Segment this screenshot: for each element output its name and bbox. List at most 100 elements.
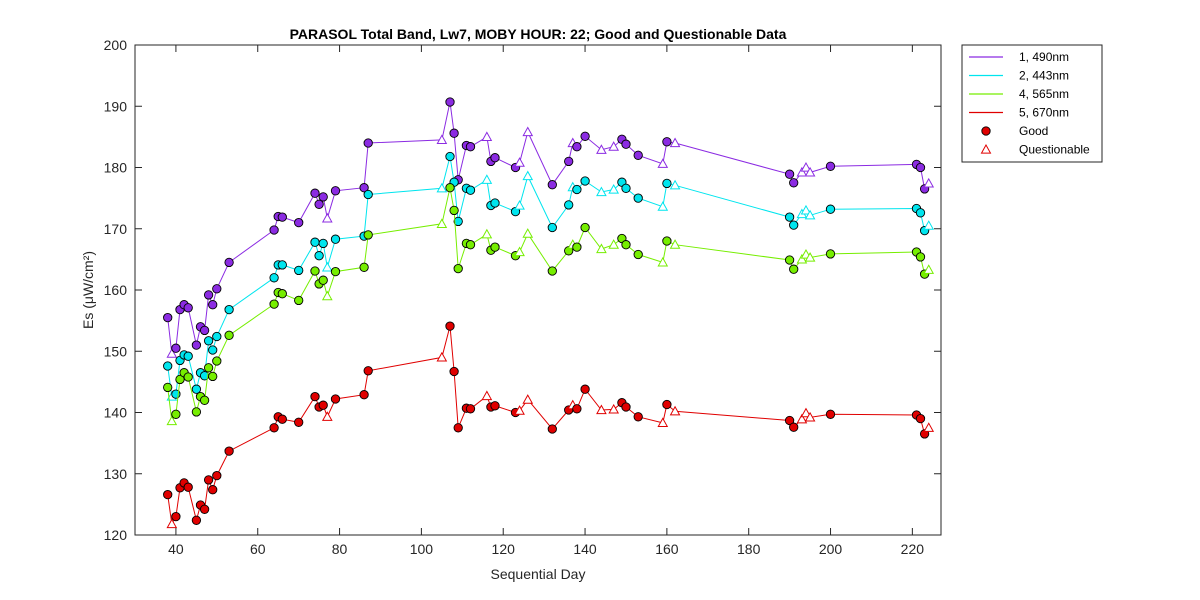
good-point	[449, 366, 459, 377]
good-point	[203, 336, 214, 346]
good-point	[445, 183, 455, 193]
good-point	[163, 361, 173, 371]
good-point	[318, 192, 328, 202]
questionable-point	[923, 422, 935, 432]
x-tick-label: 80	[332, 541, 348, 557]
questionable-point	[481, 390, 493, 401]
good-point	[183, 372, 193, 382]
legend[interactable]: 1, 490nm 2, 443nm 4, 565nm 5, 670nm Good Ques…	[961, 44, 1103, 163]
good-point	[310, 391, 320, 402]
good-point	[183, 303, 193, 313]
questionable-point	[669, 137, 681, 148]
questionable-point	[321, 212, 333, 223]
questionable-point	[796, 166, 808, 177]
good-point	[224, 257, 234, 268]
questionable-point	[657, 158, 669, 168]
good-point	[490, 198, 500, 208]
good-point	[915, 413, 926, 424]
y-tick-label: 120	[104, 527, 128, 543]
questionable-point	[796, 413, 808, 424]
good-point	[580, 384, 590, 394]
good-point	[784, 255, 795, 265]
questionable-point	[923, 220, 935, 230]
good-point	[662, 178, 672, 189]
good-point	[191, 515, 202, 525]
good-point	[825, 409, 836, 419]
series-1	[163, 97, 935, 358]
good-point	[277, 414, 287, 424]
good-point	[445, 321, 455, 331]
x-tick-label: 160	[655, 541, 679, 557]
good-point	[277, 289, 287, 299]
good-point	[191, 407, 202, 417]
questionable-point	[796, 253, 808, 264]
good-point	[633, 150, 643, 160]
plot-area	[135, 45, 941, 535]
good-point	[208, 300, 218, 310]
good-point	[163, 382, 173, 393]
good-point	[294, 217, 304, 228]
x-tick-label: 60	[250, 541, 266, 557]
x-tick-label: 180	[737, 541, 761, 557]
good-point	[359, 183, 369, 193]
good-point	[465, 404, 476, 414]
good-point	[825, 249, 836, 259]
questionable-point	[166, 415, 178, 426]
good-point	[269, 273, 279, 283]
x-tick-label: 200	[819, 541, 843, 557]
good-point	[915, 252, 926, 262]
legend-label: 5, 670nm	[1019, 106, 1069, 120]
good-point	[318, 238, 328, 249]
questionable-point	[522, 394, 534, 404]
y-tick-label: 200	[104, 37, 128, 53]
y-tick-label: 140	[104, 405, 128, 421]
questionable-point	[923, 177, 935, 188]
good-point	[269, 423, 279, 433]
good-point	[171, 343, 181, 353]
good-point	[789, 422, 799, 432]
good-point	[453, 263, 463, 274]
good-point	[163, 489, 173, 500]
good-point	[453, 216, 463, 227]
questionable-point	[481, 174, 493, 184]
good-point	[633, 193, 643, 203]
legend-item: 4, 565nm	[969, 87, 1069, 101]
good-point	[572, 242, 582, 252]
good-point	[294, 265, 304, 276]
good-point	[547, 180, 557, 190]
good-point	[310, 237, 320, 247]
questionable-point	[321, 290, 333, 301]
good-point	[564, 156, 574, 167]
questionable-point	[166, 348, 178, 358]
legend-label: 1, 490nm	[1019, 50, 1069, 64]
good-point	[445, 151, 455, 162]
questionable-point	[804, 411, 816, 422]
good-point	[183, 351, 193, 361]
good-point	[449, 128, 459, 138]
good-point	[208, 345, 218, 355]
questionable-point	[522, 228, 534, 238]
series-2	[163, 151, 935, 401]
good-point	[789, 220, 799, 230]
x-tick-label: 100	[410, 541, 434, 557]
questionable-point	[321, 261, 333, 272]
good-point	[203, 475, 214, 485]
good-point	[621, 139, 631, 149]
good-point	[363, 366, 373, 376]
questionable-point	[804, 209, 816, 220]
x-axis-label: Sequential Day	[491, 566, 586, 582]
good-point	[224, 446, 234, 456]
legend-label: 2, 443nm	[1019, 69, 1069, 83]
questionable-point	[166, 518, 178, 529]
questionable-point	[436, 182, 448, 193]
good-point	[784, 212, 795, 222]
series-layer	[163, 97, 935, 529]
questionable-point	[481, 228, 493, 239]
good-point	[212, 331, 222, 342]
good-point	[789, 178, 799, 188]
questionable-point	[804, 166, 816, 177]
questionable-point	[514, 246, 525, 257]
good-point	[224, 304, 234, 315]
good-point	[171, 511, 181, 522]
good-point	[633, 249, 643, 260]
